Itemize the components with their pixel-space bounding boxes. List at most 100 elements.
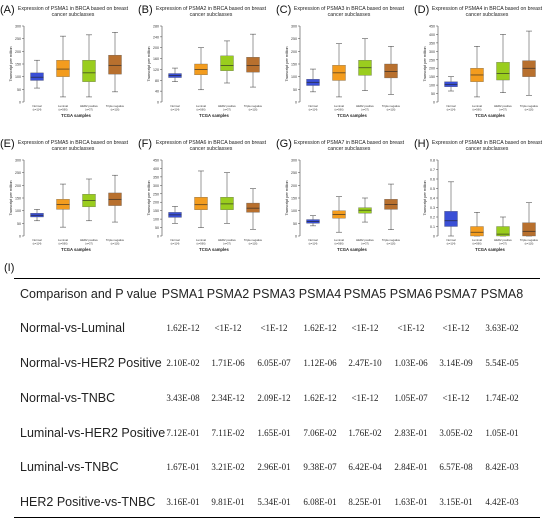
y-tick-label: 300 — [15, 159, 21, 163]
y-tick-label: 100 — [15, 209, 21, 213]
box-plot-psma6: (F) Expression of PSMA6 in BRCA based on … — [138, 138, 271, 270]
table-cell-pvalue: <1E-12 — [260, 323, 288, 333]
panel-title: Expression of PSMA3 in BRCA based on bre… — [293, 6, 405, 18]
box-triple-negative — [522, 30, 536, 96]
table-cell-pvalue: 2.83E-01 — [394, 428, 428, 438]
box-iqr — [522, 222, 536, 237]
box-iqr — [108, 54, 122, 75]
box-plot-psma8: (H) Expression of PSMA8 in BRCA based on … — [414, 138, 547, 270]
x-group-label: Luminal — [58, 238, 68, 242]
x-group-label: HER2 positive — [356, 104, 374, 108]
x-group-label: Triple negative — [244, 104, 263, 108]
table-cell-pvalue: 3.14E-09 — [439, 358, 473, 368]
x-group-label: Normal — [170, 104, 179, 108]
box-normal — [30, 209, 44, 222]
y-tick-label: 300 — [291, 25, 297, 29]
panel-letter: (C) — [276, 4, 292, 16]
y-tick-label: 150 — [291, 63, 297, 67]
panel-letter: (D) — [414, 4, 430, 16]
box-iqr — [522, 60, 536, 77]
table-header-comparison: Comparison and P value — [20, 287, 157, 301]
box-her2-positive — [496, 216, 510, 237]
y-axis-label: Transcript per million — [9, 180, 13, 215]
y-tick-label: 40 — [155, 90, 159, 94]
table-cell-pvalue: 5.34E-01 — [257, 497, 291, 507]
y-tick-label: 400 — [153, 167, 159, 171]
table-header-psma8: PSMA8 — [480, 287, 524, 301]
box-normal — [306, 68, 320, 93]
table-cell-pvalue: 1.62E-12 — [303, 393, 337, 403]
table-cell-pvalue: 1.67E-01 — [166, 462, 200, 472]
table-cell-pvalue: 5.54E-05 — [485, 358, 519, 368]
y-axis-label: Transcript per million — [147, 46, 151, 81]
box-triple-negative — [246, 188, 260, 230]
x-group-count: (n=566) — [334, 108, 343, 112]
table-cell-pvalue: 4.42E-03 — [485, 497, 519, 507]
box-plot-svg: 0 50 100 150 200 250 300 Transcript per million… — [9, 159, 125, 253]
y-tick-label: 150 — [291, 197, 297, 201]
table-cell-pvalue: <1E-12 — [442, 323, 470, 333]
y-tick-label: 100 — [153, 218, 159, 222]
x-group-label: Luminal — [334, 104, 344, 108]
table-cell-pvalue: 3.43E-08 — [166, 393, 200, 403]
y-tick-label: 200 — [291, 50, 297, 54]
table-cell-pvalue: <1E-12 — [442, 393, 470, 403]
table-header-psma1: PSMA1 — [161, 287, 205, 301]
x-group-count: (n=116) — [525, 242, 534, 246]
x-group-count: (n=566) — [334, 242, 343, 246]
y-axis-label: Transcript per million — [423, 180, 427, 215]
box-triple-negative — [522, 202, 536, 237]
y-axis-label: Transcript per million — [423, 46, 427, 81]
y-tick-label: 0.5 — [430, 187, 435, 191]
y-tick-label: 200 — [291, 184, 297, 188]
y-tick-label: 50 — [293, 88, 297, 92]
x-group-label: Triple negative — [520, 104, 539, 108]
table-cell-pvalue: 3.63E-02 — [485, 323, 519, 333]
x-group-count: (n=114) — [447, 108, 456, 112]
y-tick-label: 250 — [291, 37, 297, 41]
table-cell-pvalue: <1E-12 — [351, 393, 379, 403]
y-tick-label: 450 — [429, 25, 435, 29]
table-cell-pvalue: <1E-12 — [397, 323, 425, 333]
y-tick-label: 100 — [15, 75, 21, 79]
box-iqr — [496, 226, 510, 237]
panel-title: Expression of PSMA6 in BRCA based on bre… — [155, 140, 267, 152]
box-triple-negative — [108, 174, 122, 223]
x-group-label: Luminal — [472, 104, 482, 108]
x-group-count: (n=566) — [196, 242, 205, 246]
x-axis-label: TCGA samples — [337, 113, 367, 118]
box-plot-svg: 0 50 100 150 200 250 300 Transcript per million… — [285, 159, 401, 253]
y-tick-label: 150 — [153, 209, 159, 213]
x-group-count: (n=114) — [309, 108, 318, 112]
panel-letter: (A) — [0, 4, 15, 16]
box-iqr — [246, 57, 260, 73]
box-luminal — [56, 35, 70, 98]
x-group-label: Triple negative — [520, 238, 539, 242]
table-cell-pvalue: 1.76E-02 — [348, 428, 382, 438]
table-cell-pvalue: 2.09E-12 — [257, 393, 291, 403]
x-group-label: Luminal — [334, 238, 344, 242]
y-tick-label: 0 — [157, 101, 159, 105]
box-luminal — [470, 46, 484, 98]
table-cell-pvalue: 1.74E-02 — [485, 393, 519, 403]
y-tick-label: 350 — [429, 41, 435, 45]
x-group-count: (n=116) — [387, 242, 396, 246]
x-group-count: (n=37) — [361, 242, 369, 246]
y-tick-label: 80 — [155, 79, 159, 83]
x-group-label: Normal — [170, 238, 179, 242]
x-group-label: Triple negative — [382, 238, 401, 242]
box-her2-positive — [358, 197, 372, 223]
y-tick-label: 100 — [291, 75, 297, 79]
x-axis-label: TCGA samples — [475, 113, 505, 118]
table-cell-pvalue: 6.57E-08 — [439, 462, 473, 472]
y-axis-label: Transcript per million — [147, 180, 151, 215]
x-group-count: (n=37) — [223, 242, 231, 246]
box-plot-svg: 0 50 100 150 200 250 300 350 400 450 Transcript pe… — [423, 25, 539, 119]
box-plot-psma4: (D) Expression of PSMA4 in BRCA based on … — [414, 4, 547, 136]
box-iqr — [30, 72, 44, 81]
table-cell-pvalue: 3.05E-02 — [439, 428, 473, 438]
y-tick-label: 0.8 — [430, 159, 435, 163]
box-plot-svg: 0 50 100 150 200 250 300 350 400 450 Transcript pe… — [147, 159, 263, 253]
panel-letter: (E) — [0, 138, 15, 150]
table-cell-pvalue: <1E-12 — [351, 323, 379, 333]
